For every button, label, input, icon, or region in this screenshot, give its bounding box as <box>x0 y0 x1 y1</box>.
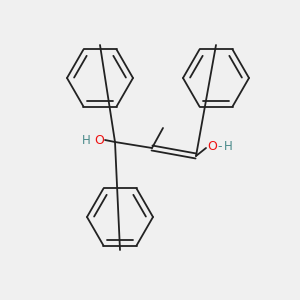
Text: -: - <box>218 140 222 154</box>
Text: H: H <box>224 140 232 154</box>
Text: H: H <box>82 134 90 146</box>
Text: O: O <box>94 134 104 146</box>
Text: O: O <box>207 140 217 154</box>
